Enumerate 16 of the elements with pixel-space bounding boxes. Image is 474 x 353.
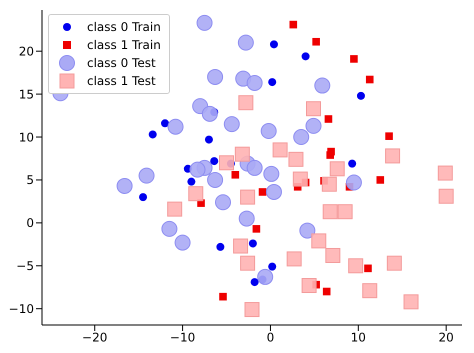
x-tick-label: 20	[438, 330, 454, 345]
y-tick-label: 15	[18, 87, 34, 102]
y-tick-label: 5	[26, 173, 34, 188]
legend-label: class 1 Train	[87, 37, 161, 54]
y-tick-label: 10	[18, 130, 34, 144]
legend-label: class 1 Test	[87, 73, 156, 90]
x-tick-label: −20	[82, 330, 108, 345]
x-tick-label: 0	[266, 330, 274, 345]
y-tick-label: −10	[8, 302, 34, 316]
legend-label: class 0 Test	[87, 55, 156, 72]
legend-label: class 0 Train	[87, 19, 161, 36]
y-tick-label: 0	[26, 216, 34, 230]
x-tick-label: −10	[170, 330, 196, 345]
y-tick-label: 20	[18, 44, 34, 58]
y-tick-label: −5	[16, 259, 34, 274]
x-tick-label: 10	[350, 330, 366, 345]
